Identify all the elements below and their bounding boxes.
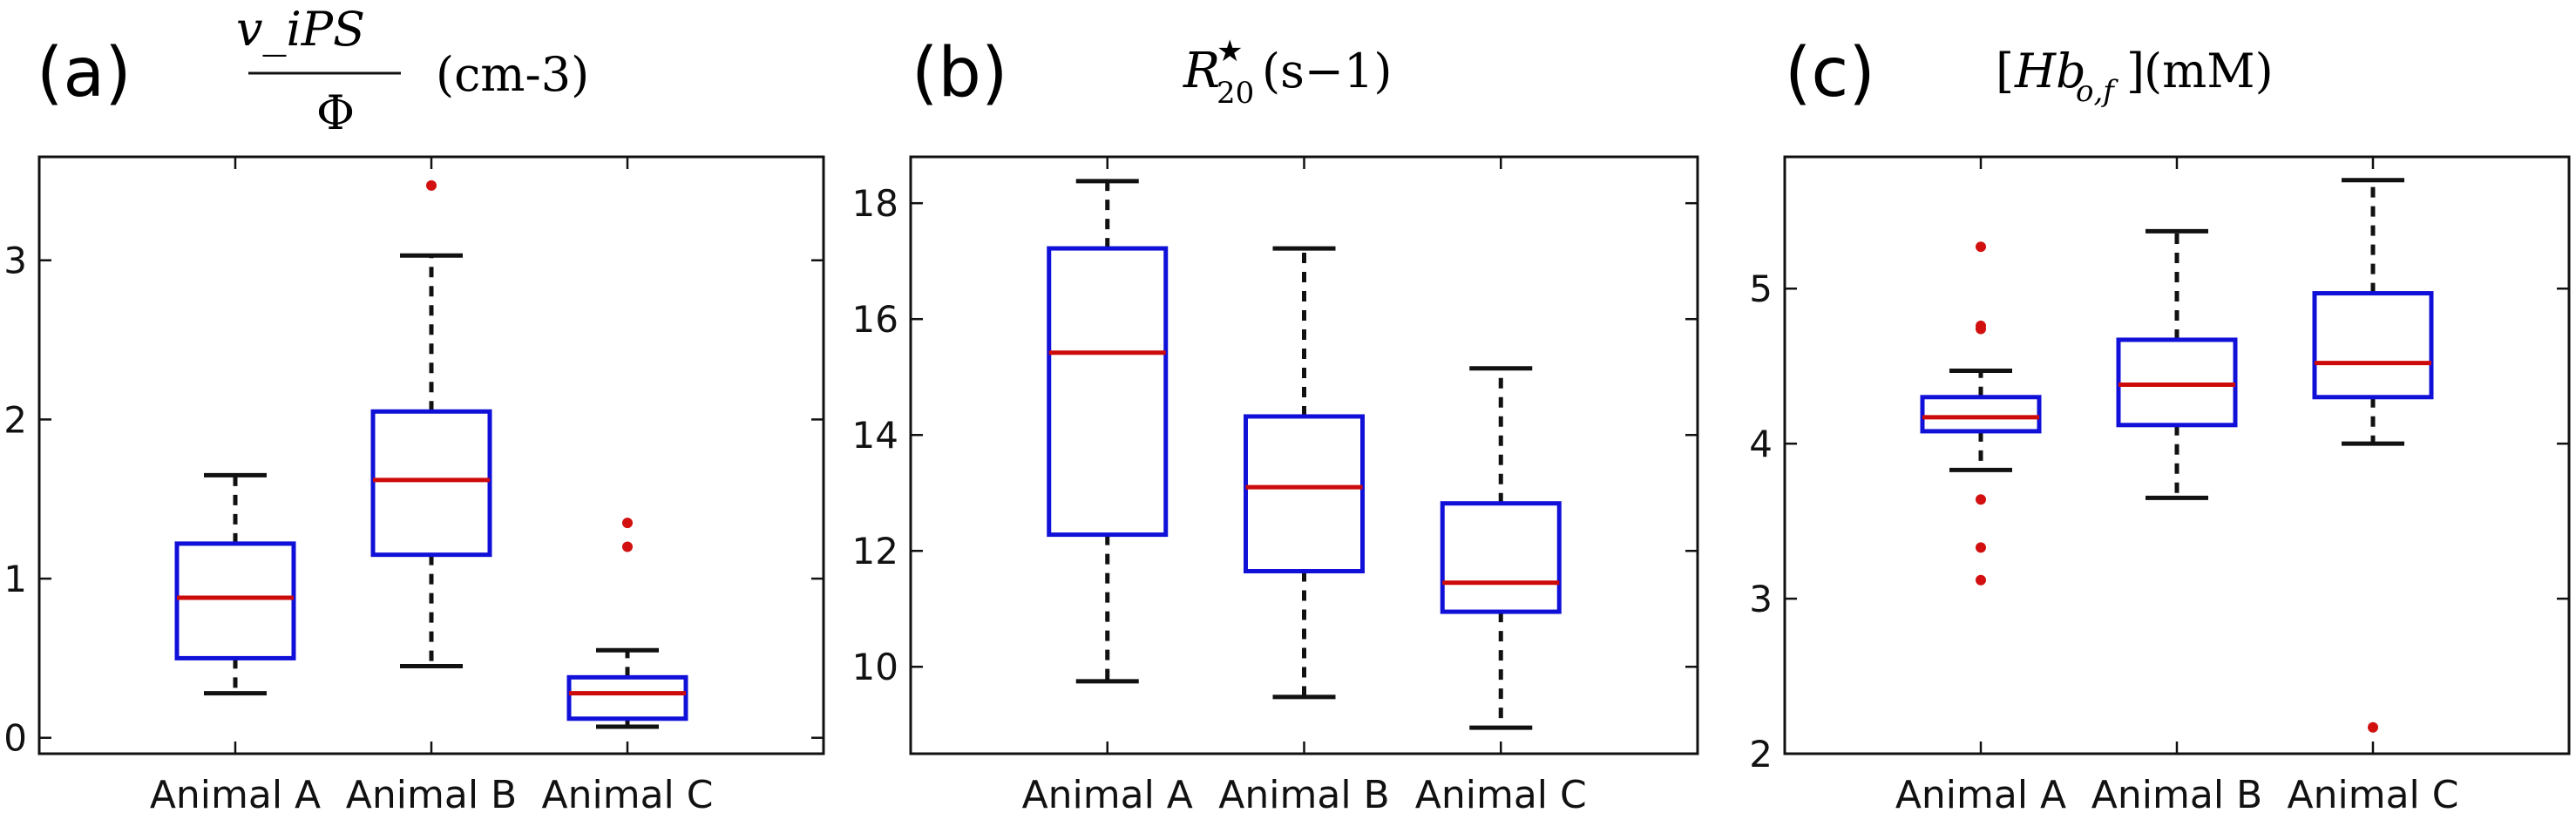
panel-b: (b) R ★ 20 (s−1) 10 12 14 16 18 Animal A Anima…	[852, 34, 1699, 817]
category-label: Animal C	[1415, 773, 1587, 817]
outlier-point	[1976, 574, 1986, 586]
y-tick-label: 0	[3, 717, 27, 760]
panel-a-title: v_iPS Φ (cm-3)	[236, 2, 589, 140]
box-2	[370, 179, 492, 669]
y-tick-label: 2	[1749, 733, 1773, 775]
iqr-box	[1244, 414, 1365, 574]
category-label: Animal A	[1022, 773, 1193, 817]
iqr-box	[566, 674, 688, 721]
y-tick-label: 3	[1749, 578, 1773, 620]
box-3	[1440, 366, 1562, 730]
y-tick-label: 12	[852, 530, 898, 572]
outlier-point	[1976, 323, 1986, 335]
panel-b-label: (b)	[912, 34, 1007, 112]
panel-b-title: R ★ 20 (s−1)	[1183, 34, 1392, 111]
outlier-point	[622, 541, 633, 552]
box-3	[566, 518, 688, 729]
axes-frame	[1783, 155, 2571, 755]
y-tick-label: 1	[3, 558, 27, 600]
iqr-box	[1047, 246, 1169, 538]
category-label: Animal B	[346, 773, 517, 817]
panel-c-title-inner: Hb	[2014, 44, 2086, 98]
category-label: Animal C	[542, 773, 714, 817]
y-tick-label: 2	[3, 398, 27, 441]
box-1	[1047, 179, 1169, 684]
panel-a-plot: 0 1 2 3 Animal A Animal B Animal C	[3, 155, 825, 817]
panel-c-plot: 2 3 4 5 Animal A Animal B Animal C	[1749, 155, 2571, 817]
category-label: Animal A	[1895, 773, 2066, 817]
iqr-box	[1920, 395, 2042, 434]
outlier-point	[426, 179, 437, 191]
box-2	[1244, 246, 1365, 700]
panel-b-title-sup: ★	[1217, 34, 1243, 69]
panel-b-title-sub: 20	[1217, 76, 1254, 111]
iqr-box	[174, 541, 296, 660]
panel-a-title-unit: (cm-3)	[436, 47, 589, 102]
iqr-box	[2116, 337, 2238, 428]
panel-a-title-numerator: v_iPS	[236, 2, 365, 57]
panel-c-title: [ Hb o,f ] (mM)	[1996, 44, 2274, 109]
outlier-point	[622, 518, 633, 529]
panel-b-title-unit: (s−1)	[1262, 44, 1392, 98]
box-3	[2312, 178, 2434, 733]
iqr-box	[370, 409, 492, 558]
box-2	[2116, 228, 2238, 500]
y-tick-label: 5	[1749, 268, 1773, 310]
panel-a: (a) v_iPS Φ (cm-3) 0 1 2 3 Animal A Animal B A…	[3, 2, 825, 817]
y-tick-label: 18	[852, 182, 898, 225]
box-1	[1920, 241, 2042, 586]
category-label: Animal B	[2091, 773, 2262, 817]
panel-c-title-open-bracket: [	[1996, 44, 2014, 98]
box-1	[174, 472, 296, 696]
iqr-box	[1440, 501, 1562, 614]
panel-c: (c) [ Hb o,f ] (mM) 2 3 4 5 Animal A Animal B…	[1749, 34, 2571, 817]
y-tick-label: 10	[852, 646, 898, 688]
y-tick-label: 16	[852, 298, 898, 341]
panel-c-label: (c)	[1785, 34, 1875, 112]
iqr-box	[2312, 291, 2434, 400]
outlier-point	[1976, 542, 1986, 553]
y-tick-label: 14	[852, 414, 898, 457]
panel-c-title-close-bracket: ]	[2126, 44, 2145, 98]
panel-a-label: (a)	[37, 34, 132, 112]
y-tick-label: 3	[3, 240, 27, 282]
panel-a-title-denominator: Φ	[316, 85, 355, 140]
panel-c-title-sub: o,f	[2076, 74, 2118, 109]
category-label: Animal B	[1218, 773, 1389, 817]
panel-b-plot: 10 12 14 16 18 Animal A Animal B Animal C	[852, 155, 1699, 817]
category-label: Animal A	[150, 773, 321, 817]
y-tick-label: 4	[1749, 423, 1773, 465]
category-label: Animal C	[2288, 773, 2459, 817]
outlier-point	[1976, 241, 1986, 253]
panel-b-title-base: R	[1183, 43, 1220, 99]
outlier-point	[1976, 494, 1986, 505]
panel-c-title-unit: (mM)	[2144, 44, 2274, 98]
outlier-point	[2368, 721, 2378, 733]
